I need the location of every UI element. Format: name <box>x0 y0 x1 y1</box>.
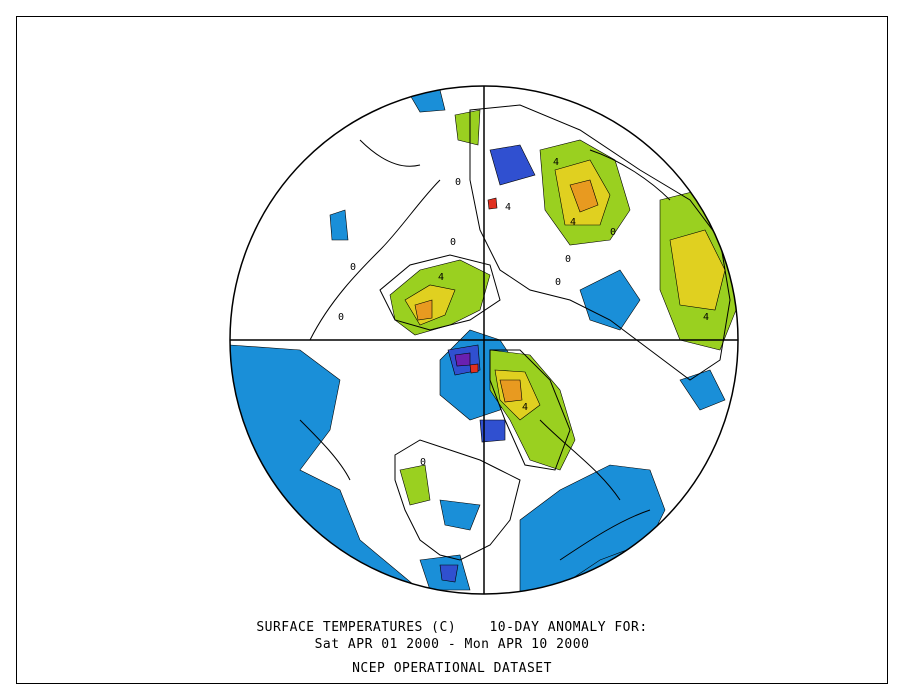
coastline-layer <box>299 104 731 561</box>
coast-north-america <box>394 439 521 561</box>
warmest-europe <box>414 299 433 321</box>
contour-label: 0 <box>555 277 561 288</box>
map-fill-layer <box>230 89 738 594</box>
figure-title-line1: SURFACE TEMPERATURES (C) 10-DAY ANOMALY … <box>256 620 648 635</box>
warm-north <box>454 109 481 146</box>
coast-asia <box>469 104 731 381</box>
contour-label-layer: 0 0 0 0 0 0 4 4 4 4 4 4 0 0 <box>338 157 709 468</box>
contour-2 <box>539 419 621 501</box>
contour-label: 4 <box>553 157 559 168</box>
very-cold-1 <box>454 352 471 367</box>
strong-cold-4 <box>439 564 459 583</box>
figure-source: NCEP OPERATIONAL DATASET <box>352 661 552 676</box>
cold-anomaly-small1 <box>409 89 446 113</box>
cold-anomaly-small3 <box>329 209 349 241</box>
cold-anomaly-gulf <box>439 499 481 531</box>
contour-5 <box>559 509 651 561</box>
contour-label: 0 <box>350 262 356 273</box>
contour-label: 0 <box>420 457 426 468</box>
figure-frame <box>16 16 888 684</box>
hot-spot-1 <box>487 197 498 210</box>
contour-label: 0 <box>450 237 456 248</box>
map-disk-outline <box>229 85 739 595</box>
cold-anomaly-east <box>579 269 641 331</box>
contour-label: 4 <box>522 402 528 413</box>
cold-anomaly-small2 <box>679 369 726 411</box>
contour-label: 4 <box>703 312 709 323</box>
contour-label: 0 <box>565 254 571 265</box>
coast-greenland <box>489 349 571 471</box>
warmer-siberia <box>669 229 726 311</box>
cold-anomaly-pacific <box>230 344 421 594</box>
strong-cold-3 <box>489 144 536 186</box>
contour-4 <box>359 139 421 167</box>
contour-label: 4 <box>570 217 576 228</box>
contour-1 <box>309 179 441 341</box>
coast-europe <box>379 254 501 331</box>
contour-label: 4 <box>438 272 444 283</box>
strong-cold-2 <box>479 419 506 443</box>
contour-label: 0 <box>610 227 616 238</box>
hot-spot-2 <box>469 363 479 374</box>
contour-3 <box>589 149 671 201</box>
warmest-greenland <box>499 379 523 403</box>
contour-label: 0 <box>455 177 461 188</box>
warm-west <box>399 464 431 506</box>
contour-6 <box>299 419 351 481</box>
warmest-asia <box>569 179 599 213</box>
cold-anomaly-atlantic <box>519 464 666 594</box>
contour-label: 4 <box>505 202 511 213</box>
figure-title-line2: Sat APR 01 2000 - Mon APR 10 2000 <box>314 637 590 652</box>
contour-label: 0 <box>338 312 344 323</box>
